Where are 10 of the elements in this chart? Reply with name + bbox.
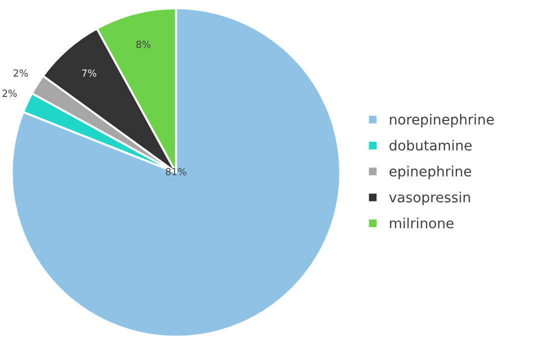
data-label: 81%: [166, 168, 186, 176]
data-label: 2%: [2, 90, 17, 97]
legend-label: epinephrine: [390, 166, 472, 180]
data-label: 7%: [82, 69, 96, 77]
legend-label: norepinephrine: [390, 114, 494, 128]
legend-label: dobutamine: [390, 140, 472, 151]
legend-label: milrinone: [390, 218, 454, 228]
data-label: 8%: [136, 40, 150, 48]
data-label: 2%: [14, 69, 28, 77]
legend-label: vasopressin: [389, 192, 470, 206]
